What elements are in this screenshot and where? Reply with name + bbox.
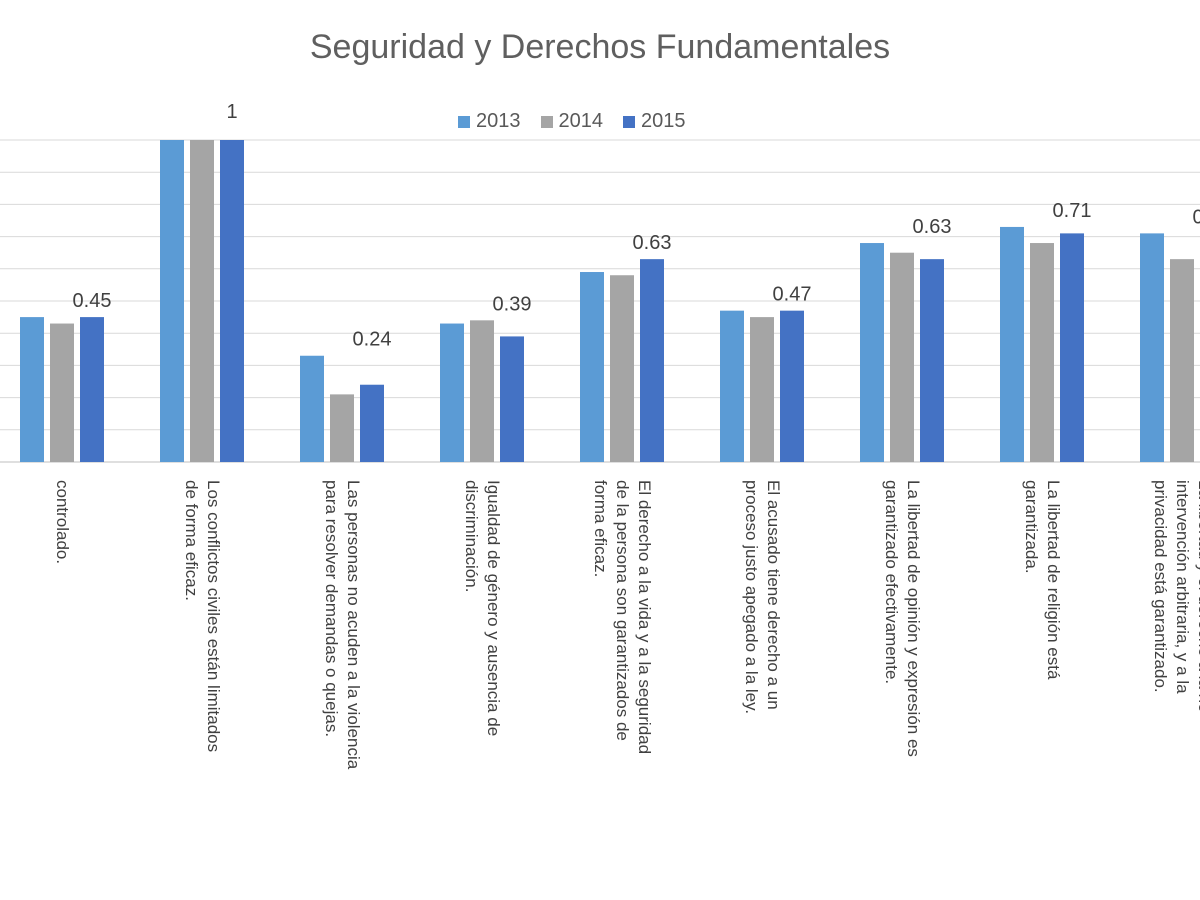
legend-label-2014: 2014 bbox=[558, 110, 604, 132]
legend-swatch-2015 bbox=[623, 115, 635, 128]
data-label-cat-6: 0.47 bbox=[773, 284, 812, 306]
bar-2014-cat-4 bbox=[470, 320, 494, 462]
category-label-line: Los conflictos civiles están limitados bbox=[204, 480, 223, 753]
category-label-line: forma eficaz. bbox=[591, 480, 610, 578]
category-label-line: discriminación. bbox=[462, 480, 481, 593]
category-label-line: La libertad de religión está bbox=[1044, 480, 1063, 680]
data-label-cat-3: 0.24 bbox=[353, 329, 392, 351]
bar-2013-cat-8 bbox=[1000, 226, 1024, 462]
category-label-line: La libertad y el derecho a la no bbox=[1195, 480, 1200, 713]
category-label-2: Los conflictos civiles están limitados de… bbox=[180, 480, 224, 752]
bar-2015-cat-2 bbox=[220, 140, 244, 462]
bar-2014-cat-5 bbox=[610, 275, 634, 462]
legend-item-2013: 2013 bbox=[458, 110, 521, 133]
bar-2013-cat-5 bbox=[580, 272, 604, 462]
category-label-7: La libertad de opinión y expresión es gar… bbox=[880, 480, 924, 757]
legend-swatch-2013 bbox=[458, 115, 470, 128]
bar-2015-cat-7 bbox=[920, 259, 944, 462]
bar-2015-cat-6 bbox=[780, 310, 804, 462]
data-label-cat-8: 0.71 bbox=[1053, 200, 1092, 222]
category-label-line: El derecho a la vida y a la seguridad bbox=[635, 480, 654, 755]
category-label-line: garantizada. bbox=[1022, 480, 1041, 574]
data-label-cat-9: 0.58 bbox=[1193, 206, 1200, 228]
bar-2014-cat-3 bbox=[330, 394, 354, 462]
bar-2015-cat-8 bbox=[1060, 233, 1084, 462]
category-label-line: privacidad está garantizado. bbox=[1151, 480, 1170, 693]
legend-swatch-2014 bbox=[540, 115, 553, 128]
category-label-line: La libertad de opinión y expresión es bbox=[904, 480, 923, 757]
legend-label-2013: 2013 bbox=[476, 110, 521, 132]
category-label-line: intervención arbitraria, y a la bbox=[1173, 480, 1192, 694]
category-label-line: proceso justo apegado a la ley. bbox=[742, 480, 761, 715]
category-label-4: Igualdad de género y ausencia de discrimi… bbox=[460, 480, 504, 736]
category-label-line: garantizado efectivamente. bbox=[882, 480, 901, 685]
bar-2014-cat-1 bbox=[50, 323, 74, 462]
category-label-9: La libertad y el derecho a la nointerven… bbox=[1149, 480, 1200, 713]
bar-2014-cat-2 bbox=[190, 140, 214, 462]
bar-2014-cat-7 bbox=[890, 252, 914, 462]
category-label-line: de forma eficaz. bbox=[182, 480, 201, 601]
bar-2013-cat-3 bbox=[300, 355, 324, 462]
legend-item-2015: 2015 bbox=[623, 110, 686, 133]
data-label-cat-5: 0.63 bbox=[633, 232, 672, 254]
category-label-line: para resolver demandas o quejas. bbox=[322, 480, 341, 738]
category-label-5: El derecho a la vida y a la seguridad de … bbox=[589, 480, 655, 754]
bar-2015-cat-4 bbox=[500, 336, 524, 462]
data-label-cat-4: 0.39 bbox=[493, 293, 532, 315]
bar-2015-cat-5 bbox=[640, 259, 664, 462]
category-label-8: La libertad de religión está garantizada. bbox=[1020, 480, 1064, 679]
category-label-line: de la persona son garantizados de bbox=[613, 480, 632, 741]
bar-2013-cat-9 bbox=[1140, 233, 1164, 462]
category-label-line: controlado. bbox=[53, 480, 72, 565]
data-label-cat-2: 1 bbox=[226, 101, 237, 123]
bar-2013-cat-2 bbox=[160, 140, 184, 462]
bar-2015-cat-1 bbox=[80, 317, 104, 462]
bar-2014-cat-6 bbox=[750, 317, 774, 462]
legend-label-2015: 2015 bbox=[641, 110, 686, 132]
category-label-line: Las personas no acuden a la violencia bbox=[344, 480, 363, 770]
bar-2014-cat-9 bbox=[1170, 259, 1194, 462]
legend-item-2014: 2014 bbox=[540, 110, 604, 133]
bar-2013-cat-7 bbox=[860, 243, 884, 462]
category-label-1: controlado. bbox=[51, 480, 73, 564]
category-label-line: El acusado tiene derecho a un bbox=[764, 480, 783, 710]
bar-2014-cat-8 bbox=[1030, 243, 1054, 462]
bar-2013-cat-4 bbox=[440, 323, 464, 462]
bar-2013-cat-1 bbox=[20, 317, 44, 462]
chart-title: Seguridad y Derechos Fundamentales bbox=[309, 28, 891, 66]
data-label-cat-1: 0.45 bbox=[73, 290, 112, 312]
category-label-6: El acusado tiene derecho a un proceso jus… bbox=[740, 480, 784, 714]
category-label-line: Igualdad de género y ausencia de bbox=[484, 480, 503, 737]
category-label-3: Las personas no acuden a la violencia par… bbox=[320, 480, 364, 769]
data-label-cat-7: 0.63 bbox=[913, 216, 952, 238]
bar-2015-cat-3 bbox=[360, 384, 384, 462]
legend: 2013 2014 2015 bbox=[458, 110, 686, 133]
bar-2013-cat-6 bbox=[720, 310, 744, 462]
